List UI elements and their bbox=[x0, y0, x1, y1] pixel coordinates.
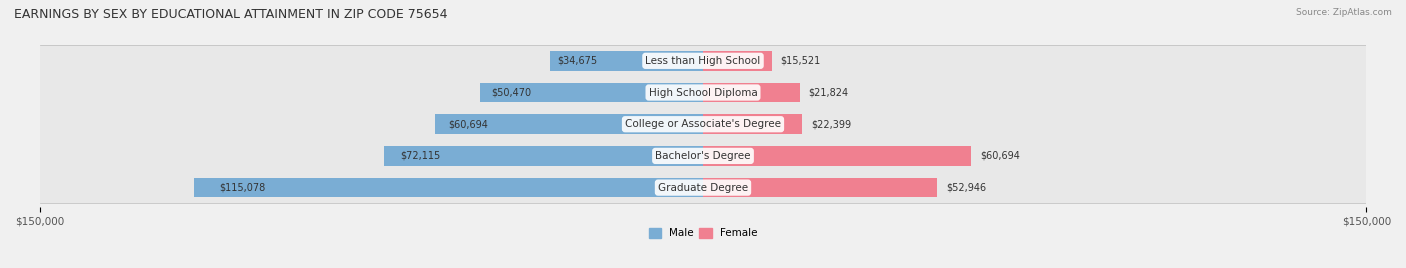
Bar bbox=[703, 146, 972, 166]
Text: Graduate Degree: Graduate Degree bbox=[658, 183, 748, 193]
Text: $21,824: $21,824 bbox=[808, 88, 848, 98]
Bar bbox=[194, 178, 703, 198]
Text: High School Diploma: High School Diploma bbox=[648, 88, 758, 98]
Text: $15,521: $15,521 bbox=[780, 56, 821, 66]
Bar bbox=[39, 108, 1367, 140]
Bar bbox=[479, 83, 703, 102]
Text: $22,399: $22,399 bbox=[811, 119, 851, 129]
Text: Less than High School: Less than High School bbox=[645, 56, 761, 66]
Text: College or Associate's Degree: College or Associate's Degree bbox=[626, 119, 780, 129]
Text: $34,675: $34,675 bbox=[557, 56, 598, 66]
Text: $50,470: $50,470 bbox=[491, 88, 531, 98]
Text: $60,694: $60,694 bbox=[449, 119, 488, 129]
Bar bbox=[434, 114, 703, 134]
Bar bbox=[39, 140, 1367, 172]
Bar bbox=[39, 45, 1367, 77]
Text: $72,115: $72,115 bbox=[401, 151, 440, 161]
Bar bbox=[703, 83, 800, 102]
Bar bbox=[703, 178, 938, 198]
Text: $52,946: $52,946 bbox=[946, 183, 986, 193]
Bar bbox=[703, 51, 772, 71]
Text: $115,078: $115,078 bbox=[219, 183, 266, 193]
Bar bbox=[703, 114, 801, 134]
Bar bbox=[39, 77, 1367, 108]
Text: Bachelor's Degree: Bachelor's Degree bbox=[655, 151, 751, 161]
Bar bbox=[550, 51, 703, 71]
Text: EARNINGS BY SEX BY EDUCATIONAL ATTAINMENT IN ZIP CODE 75654: EARNINGS BY SEX BY EDUCATIONAL ATTAINMEN… bbox=[14, 8, 447, 21]
Legend: Male, Female: Male, Female bbox=[644, 224, 762, 243]
Bar bbox=[384, 146, 703, 166]
Text: Source: ZipAtlas.com: Source: ZipAtlas.com bbox=[1296, 8, 1392, 17]
Bar bbox=[39, 172, 1367, 203]
Text: $60,694: $60,694 bbox=[980, 151, 1021, 161]
